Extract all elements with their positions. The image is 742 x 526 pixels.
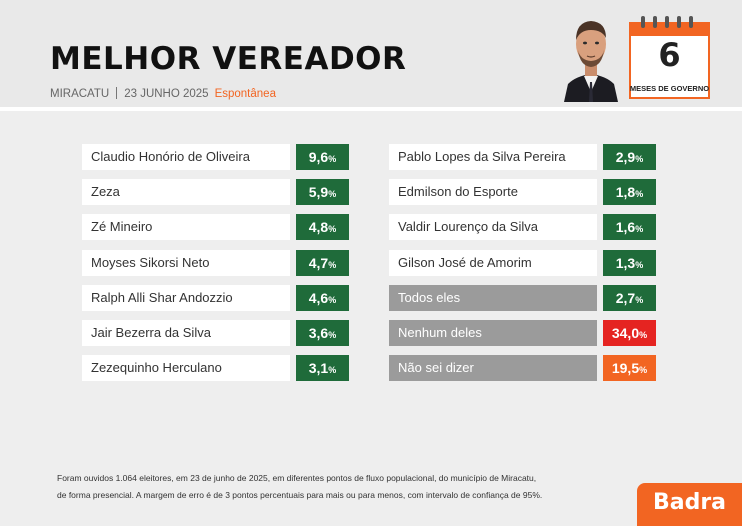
calendar-badge: 6 MESES DE GOVERNO [629,16,710,99]
percent-sign: % [328,330,337,340]
footnote: Foram ouvidos 1.064 eleitores, em 23 de … [57,470,617,504]
candidate-name: Gilson José de Amorim [389,250,597,276]
percentage-value: 1,3% [603,250,656,276]
percentage-value: 9,6% [296,144,349,170]
percent-sign: % [328,189,337,199]
percentage-value: 34,0% [603,320,656,346]
percentage-value: 19,5% [603,355,656,381]
calendar-ring-icon [665,16,669,28]
date-label: 23 JUNHO 2025 [124,88,209,100]
percentage-number: 2,9 [615,149,636,165]
percent-sign: % [328,154,337,164]
result-row: Gilson José de Amorim 1,3% [389,250,656,276]
percentage-number: 3,1 [308,360,329,376]
percentage-number: 9,6 [308,149,329,165]
result-row: Pablo Lopes da Silva Pereira 2,9% [389,144,656,170]
percentage-number: 1,8 [615,184,636,200]
result-row: Jair Bezerra da Silva 3,6% [82,320,349,346]
result-row: Edmilson do Esporte 1,8% [389,179,656,205]
candidate-name: Zé Mineiro [82,214,290,240]
divider [0,107,742,111]
percentage-value: 4,7% [296,250,349,276]
calendar-ring-icon [677,16,681,28]
result-row: Zezequinho Herculano 3,1% [82,355,349,381]
result-row: Moyses Sikorsi Neto 4,7% [82,250,349,276]
result-row: Não sei dizer 19,5% [389,355,656,381]
result-row: Zé Mineiro 4,8% [82,214,349,240]
candidate-name: Jair Bezerra da Silva [82,320,290,346]
percentage-value: 5,9% [296,179,349,205]
brand-logo: Badra [637,483,742,526]
percentage-number: 1,6 [615,219,636,235]
separator [116,87,118,99]
percent-sign: % [639,330,648,340]
percent-sign: % [328,224,337,234]
candidate-name: Nenhum deles [389,320,597,346]
survey-type-label: Espontânea [214,88,276,100]
months-label: MESES DE GOVERNO [629,84,710,93]
percentage-number: 4,7 [308,255,329,271]
percentage-number: 4,6 [308,290,329,306]
percent-sign: % [635,295,644,305]
candidate-name: Não sei dizer [389,355,597,381]
candidate-name: Zeza [82,179,290,205]
subtitle: MIRACATU 23 JUNHO 2025 Espontânea [50,87,276,100]
percent-sign: % [639,365,648,375]
percent-sign: % [635,154,644,164]
percentage-number: 4,8 [308,219,329,235]
percentage-value: 3,6% [296,320,349,346]
calendar-ring-icon [653,16,657,28]
result-row: Ralph Alli Shar Andozzio 4,6% [82,285,349,311]
footnote-line-2: de forma presencial. A margem de erro é … [57,490,543,500]
percentage-number: 2,7 [615,290,636,306]
result-row: Valdir Lourenço da Silva 1,6% [389,214,656,240]
candidate-name: Pablo Lopes da Silva Pereira [389,144,597,170]
city-label: MIRACATU [50,88,110,100]
percentage-value: 2,7% [603,285,656,311]
percentage-number: 1,3 [615,255,636,271]
calendar-ring-icon [641,16,645,28]
candidate-name: Todos eles [389,285,597,311]
percentage-value: 1,8% [603,179,656,205]
candidate-name: Edmilson do Esporte [389,179,597,205]
candidate-name: Valdir Lourenço da Silva [389,214,597,240]
footnote-line-1: Foram ouvidos 1.064 eleitores, em 23 de … [57,473,537,483]
result-row: Nenhum deles 34,0% [389,320,656,346]
percentage-value: 4,6% [296,285,349,311]
percent-sign: % [328,260,337,270]
percent-sign: % [328,365,337,375]
percentage-value: 3,1% [296,355,349,381]
percent-sign: % [635,260,644,270]
percent-sign: % [635,189,644,199]
candidate-name: Ralph Alli Shar Andozzio [82,285,290,311]
result-row: Claudio Honório de Oliveira 9,6% [82,144,349,170]
percentage-value: 1,6% [603,214,656,240]
percentage-number: 5,9 [308,184,329,200]
percent-sign: % [635,224,644,234]
candidate-name: Zezequinho Herculano [82,355,290,381]
months-number: 6 [658,36,681,74]
page-title: MELHOR VEREADOR [50,41,407,77]
result-row: Zeza 5,9% [82,179,349,205]
percentage-number: 19,5 [611,360,640,376]
result-row: Todos eles 2,7% [389,285,656,311]
percentage-value: 2,9% [603,144,656,170]
candidate-name: Moyses Sikorsi Neto [82,250,290,276]
header-band [0,0,742,107]
percentage-number: 34,0 [611,325,640,341]
calendar-ring-icon [689,16,693,28]
mayor-portrait [564,21,618,102]
candidate-name: Claudio Honório de Oliveira [82,144,290,170]
percent-sign: % [328,295,337,305]
percentage-number: 3,6 [308,325,329,341]
percentage-value: 4,8% [296,214,349,240]
